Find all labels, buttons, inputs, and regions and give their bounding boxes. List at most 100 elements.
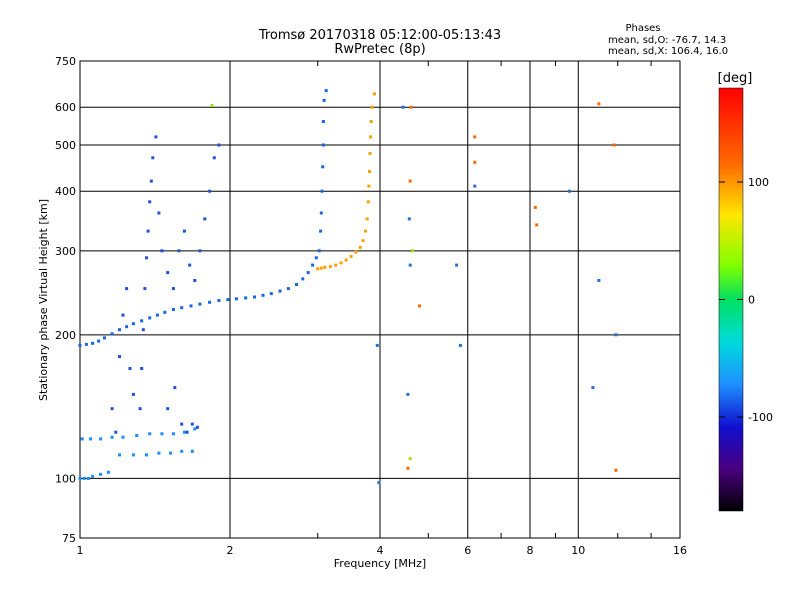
y-axis-label: Stationary phase Virtual Height [km]: [37, 199, 50, 401]
echo-point: [185, 430, 189, 434]
echo-point: [316, 267, 320, 271]
echo-point: [180, 449, 184, 453]
echo-point: [114, 430, 118, 434]
colorbar-label: [deg]: [718, 71, 753, 86]
echo-point: [193, 427, 197, 431]
echo-point: [320, 189, 324, 193]
colorbar-tick-label: 100: [748, 176, 769, 189]
echo-point: [180, 422, 184, 426]
y-tick-label: 750: [55, 55, 76, 68]
echo-point: [110, 332, 114, 336]
echo-point: [99, 472, 103, 476]
colorbar-tick-label: 0: [748, 294, 755, 307]
echo-point: [182, 430, 186, 434]
echo-point: [408, 263, 412, 267]
y-tick-label: 75: [62, 532, 76, 545]
echo-point: [131, 322, 135, 326]
echo-point: [128, 367, 132, 370]
echo-point: [597, 279, 601, 282]
echo-point: [78, 343, 82, 347]
echo-point: [367, 184, 371, 188]
echo-point: [188, 263, 192, 267]
echo-point: [406, 466, 410, 470]
echo-point: [80, 437, 84, 441]
echo-point: [203, 217, 207, 221]
echo-point: [166, 271, 170, 275]
echo-point: [110, 435, 114, 439]
y-tick-label: 200: [55, 329, 76, 342]
echo-point: [131, 453, 135, 457]
echo-point: [91, 474, 95, 478]
echo-point: [306, 271, 310, 275]
y-tick-label: 500: [55, 139, 76, 152]
echo-point: [208, 189, 212, 193]
x-tick-label: 10: [571, 544, 585, 557]
phase-info-o-mode: mean, sd,O: -76.7, 14.3: [608, 35, 726, 46]
echo-point: [319, 266, 323, 270]
phase-info-x-mode: mean, sd,X: 106.4, 16.0: [608, 46, 728, 57]
echo-point: [244, 296, 248, 300]
echo-point: [278, 289, 282, 293]
echo-point: [78, 476, 82, 480]
x-tick-label: 8: [527, 544, 534, 557]
x-tick-label: 4: [377, 544, 384, 557]
echo-point: [97, 339, 101, 343]
echo-point: [212, 156, 216, 160]
echo-point: [408, 457, 412, 461]
echo-point: [322, 98, 326, 102]
echo-point: [151, 156, 155, 160]
echo-point: [321, 143, 325, 147]
echo-point: [180, 306, 184, 310]
echo-point: [99, 437, 103, 441]
echo-point: [135, 434, 139, 437]
echo-point: [597, 102, 601, 106]
echo-point: [319, 229, 323, 233]
echo-point: [121, 435, 125, 439]
echo-point: [317, 249, 321, 253]
echo-point: [217, 299, 221, 302]
echo-point: [319, 211, 323, 215]
echo-point: [409, 105, 413, 109]
echo-point: [234, 297, 238, 301]
echo-point: [171, 287, 175, 291]
echo-point: [339, 261, 343, 265]
echo-point: [535, 223, 539, 227]
echo-point: [253, 295, 256, 299]
echo-point: [160, 432, 164, 436]
x-tick-label: 6: [464, 544, 471, 557]
echo-point: [328, 265, 332, 269]
echo-point: [155, 313, 159, 317]
echo-point: [118, 355, 121, 359]
echo-point: [154, 135, 158, 139]
echo-point: [301, 277, 305, 281]
echo-point: [612, 143, 616, 147]
echo-point: [103, 336, 106, 340]
echo-point: [82, 476, 86, 480]
x-tick-label: 16: [673, 544, 687, 557]
echo-point: [138, 407, 142, 411]
echo-point: [125, 325, 129, 329]
echo-point: [148, 432, 152, 436]
echo-point: [157, 451, 161, 455]
echo-point: [193, 279, 197, 282]
echo-point: [364, 229, 367, 233]
echo-point: [149, 179, 153, 183]
x-tick-label: 2: [227, 544, 234, 557]
y-tick-label: 600: [55, 101, 76, 114]
echo-point: [173, 386, 177, 390]
echo-point: [373, 92, 376, 96]
echo-point: [182, 229, 186, 233]
echo-point: [261, 293, 265, 297]
echo-point: [160, 249, 164, 253]
echo-point: [189, 304, 193, 308]
echo-point: [407, 217, 411, 221]
echo-point: [121, 313, 125, 317]
echo-point: [125, 287, 129, 291]
echo-point: [614, 333, 618, 337]
echo-point: [349, 254, 353, 258]
echo-point: [321, 120, 325, 123]
echo-point: [324, 89, 328, 93]
echo-point: [198, 302, 202, 306]
chart-subtitle: RwPretec (8p): [334, 42, 425, 57]
echo-point: [370, 105, 374, 109]
